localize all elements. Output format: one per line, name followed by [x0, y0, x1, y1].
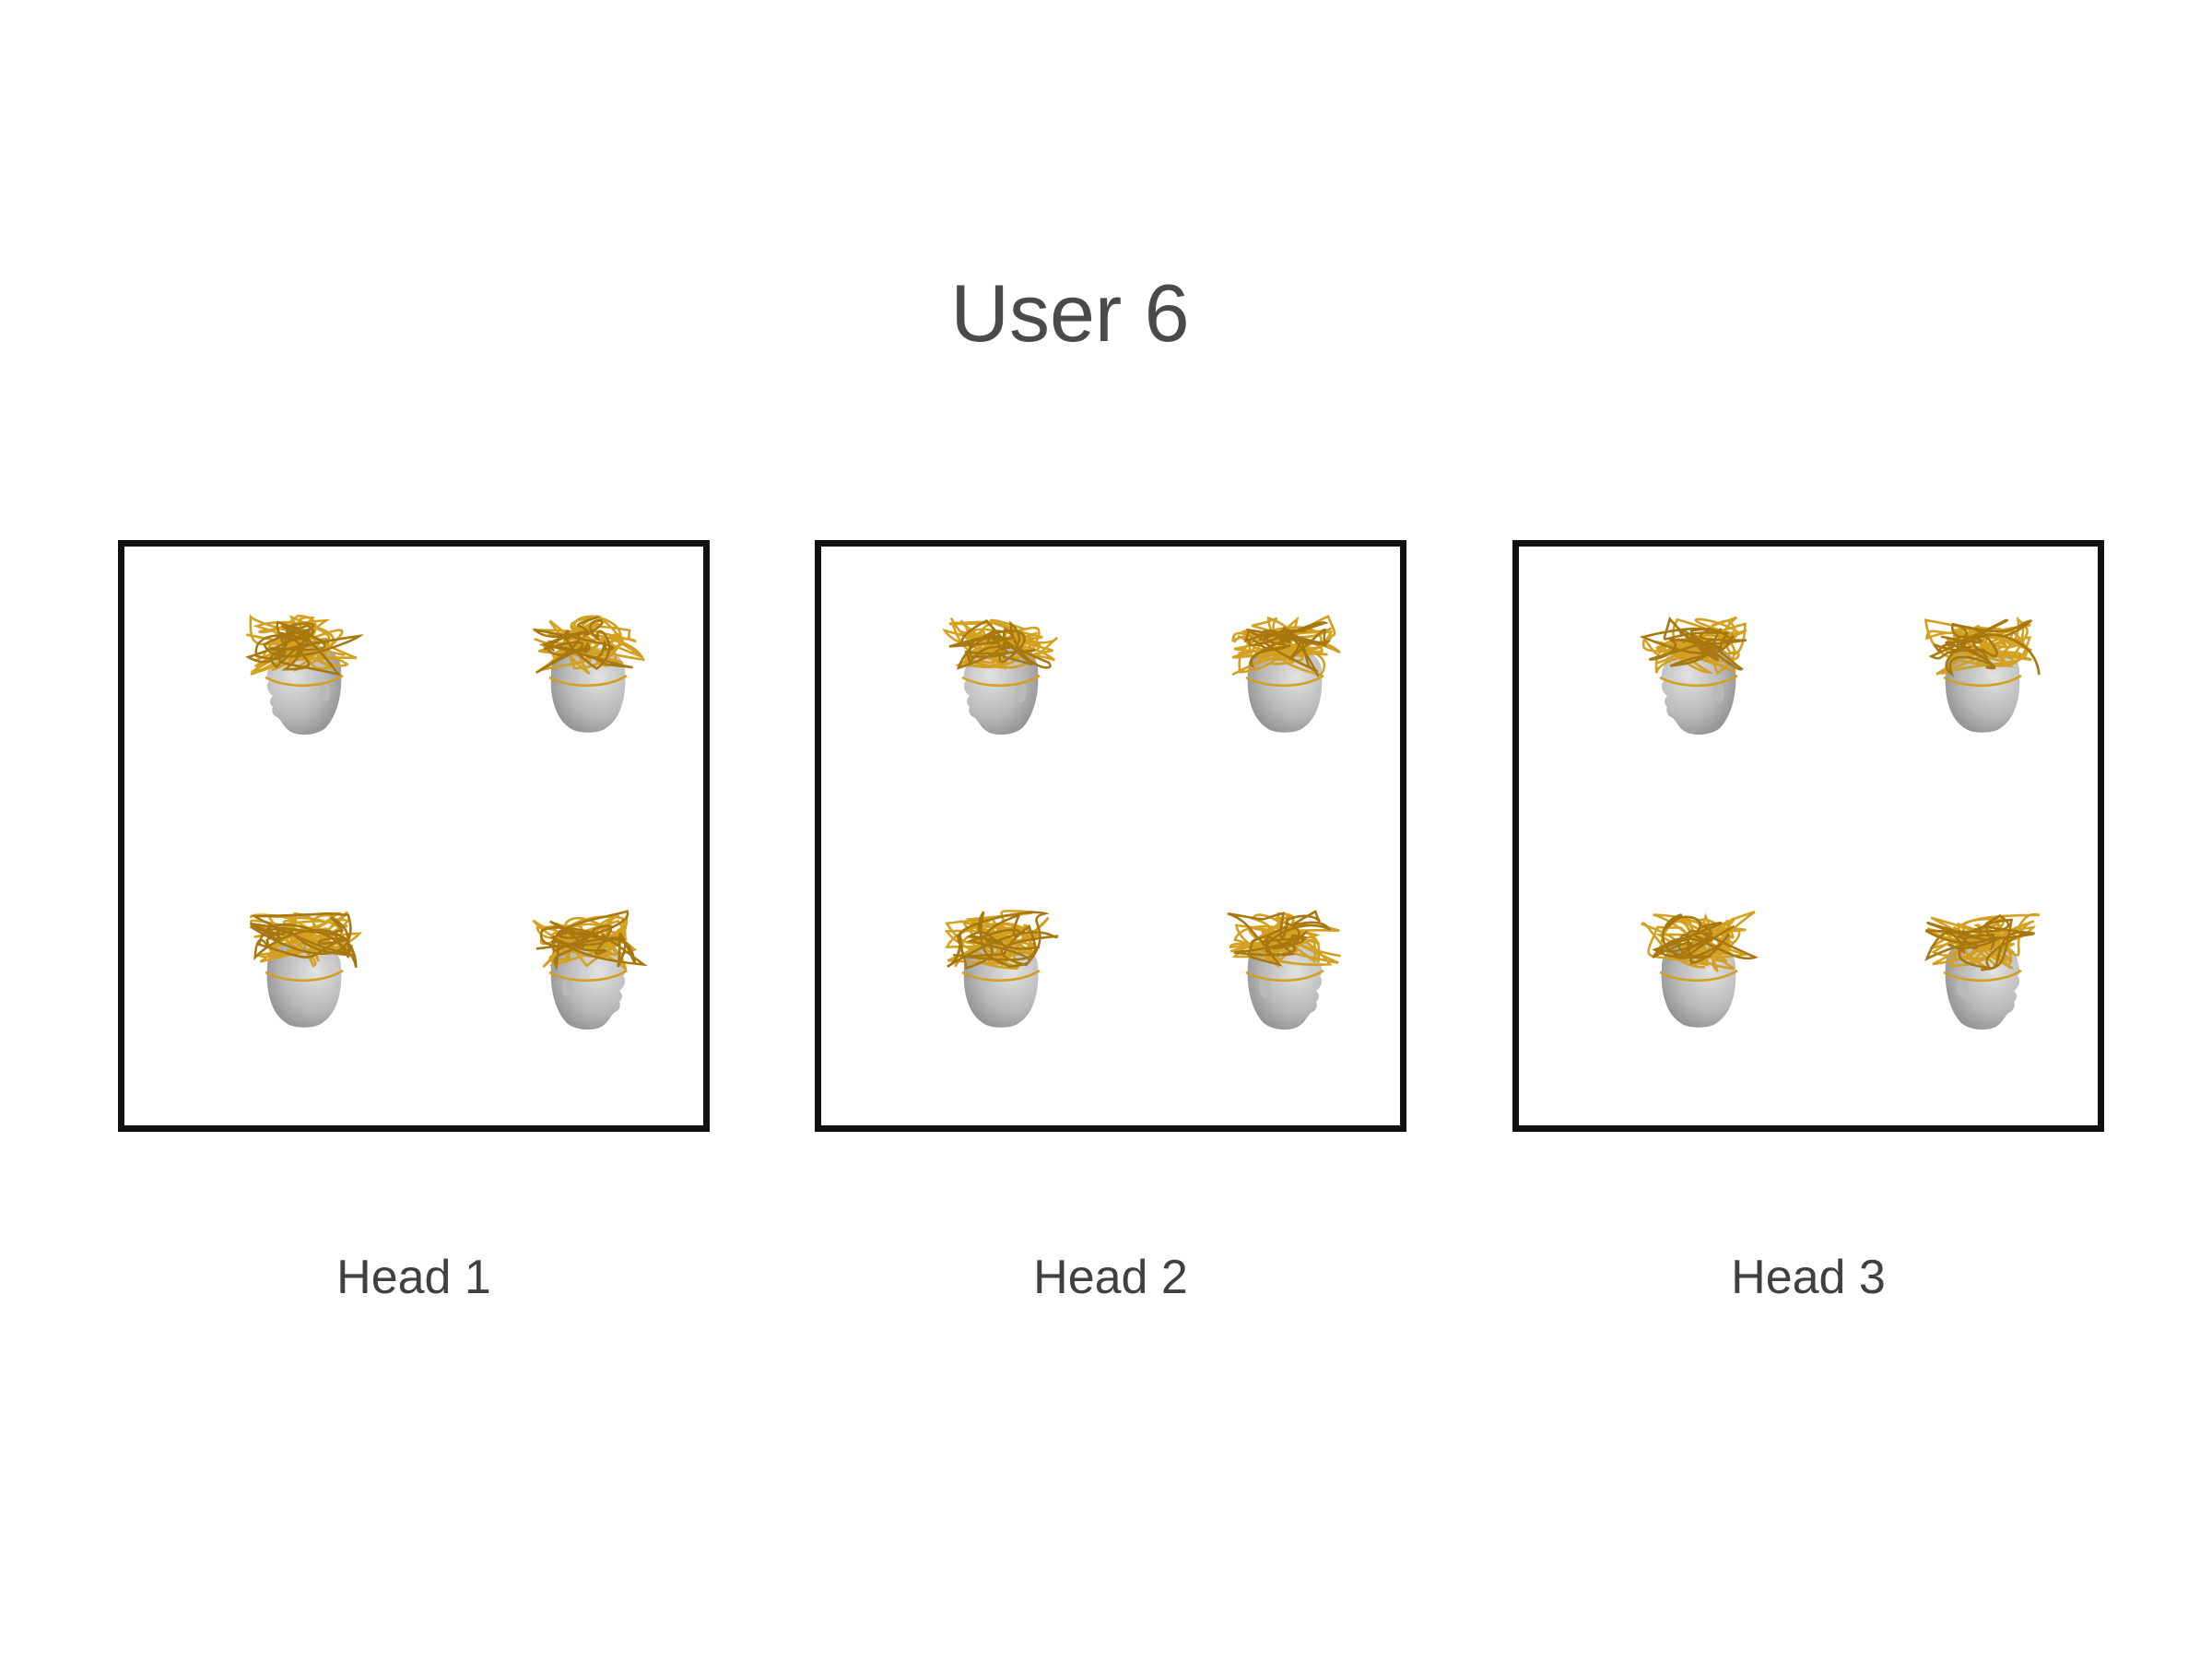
head-view-front-right — [1890, 888, 2075, 1072]
head-view-front-left — [1606, 593, 1791, 777]
wire-band — [1943, 674, 2022, 688]
ear-shape — [319, 682, 330, 702]
head-view-front-left — [909, 593, 1093, 777]
head-wire-drawing — [245, 614, 364, 735]
head-wire-drawing — [1924, 616, 2041, 733]
page-title: User 6 — [950, 267, 1190, 359]
wire-path — [535, 910, 648, 971]
wire-path — [947, 911, 1059, 970]
wire-path — [1924, 913, 2035, 971]
wire-path — [249, 912, 358, 969]
wire-path — [1243, 621, 1332, 677]
head-bust — [266, 941, 342, 1028]
wire-band — [961, 674, 1041, 688]
head-wire-drawing — [1227, 910, 1341, 1030]
head-panel-3 — [1512, 540, 2104, 1132]
ear-shape — [1259, 977, 1270, 997]
head-wire-drawing — [532, 910, 648, 1030]
wire-path — [532, 916, 637, 973]
wire-band — [1943, 969, 2022, 982]
head-view-back-right — [1193, 593, 1377, 777]
wire-path — [1924, 618, 2032, 676]
head-view-back-left — [909, 888, 1093, 1072]
wire-band — [1659, 969, 1738, 982]
head-wire-drawing — [1924, 912, 2041, 1030]
head-bust — [1661, 941, 1736, 1028]
panel-label-head-1: Head 1 — [336, 1251, 491, 1304]
wire-path — [1928, 618, 2041, 677]
wire-path — [948, 618, 1052, 670]
head-bust — [550, 938, 626, 1030]
wire-band — [1245, 674, 1324, 688]
head-view-back-left — [1606, 888, 1791, 1072]
panel-label-head-2: Head 2 — [1033, 1251, 1188, 1304]
wire-band — [265, 674, 344, 688]
head-wire-drawing — [1641, 911, 1759, 1028]
head-wire-drawing — [944, 910, 1059, 1028]
panel-label-head-3: Head 3 — [1731, 1251, 1886, 1304]
head-view-front-left — [212, 593, 396, 777]
head-bust — [550, 646, 626, 733]
head-wire-drawing — [1231, 614, 1341, 733]
ear-shape — [1713, 682, 1724, 702]
wire-band — [265, 969, 344, 982]
head-view-front-right — [496, 888, 680, 1072]
head-view-front-right — [1193, 888, 1377, 1072]
wire-band — [1245, 969, 1324, 982]
wire-path — [245, 620, 364, 677]
head-view-back-left — [212, 888, 396, 1072]
ear-shape — [562, 977, 573, 997]
head-panel-2 — [815, 540, 1406, 1132]
wire-band — [548, 969, 628, 982]
ear-shape — [1016, 682, 1027, 702]
ear-shape — [1957, 977, 1968, 997]
wire-band — [961, 969, 1041, 982]
wire-path — [532, 616, 633, 675]
head-view-back-right — [496, 593, 680, 777]
head-wire-drawing — [942, 618, 1059, 735]
wire-path — [1227, 910, 1331, 967]
head-view-back-right — [1890, 593, 2075, 777]
head-panel-1 — [118, 540, 710, 1132]
head-wire-drawing — [249, 911, 363, 1028]
head-bust — [1661, 643, 1736, 735]
wire-band — [548, 674, 628, 688]
head-wire-drawing — [532, 615, 645, 733]
wire-path — [1652, 913, 1759, 965]
wire-path — [1639, 616, 1747, 671]
head-bust — [266, 643, 342, 735]
head-bust — [1247, 646, 1323, 733]
head-wire-drawing — [1639, 616, 1747, 735]
wire-band — [1659, 674, 1738, 688]
